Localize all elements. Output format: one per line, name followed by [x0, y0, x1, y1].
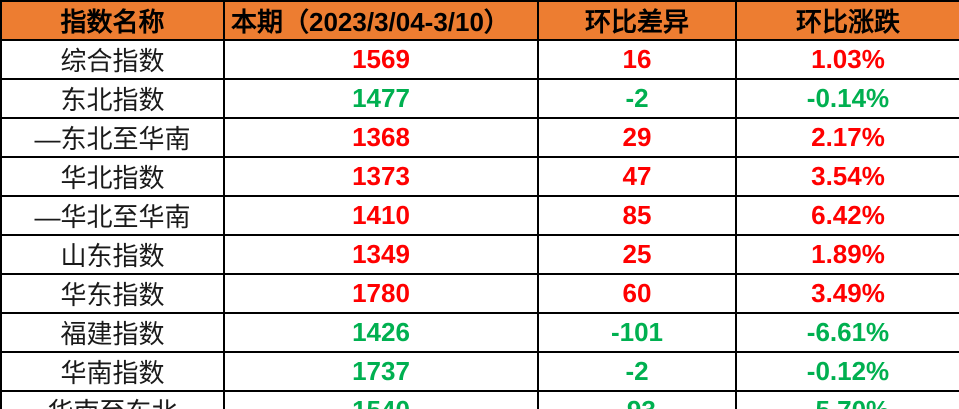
- change-value-cell: -0.12%: [735, 351, 959, 392]
- table-row: 东北指数 1477 -2 -0.14%: [0, 78, 959, 119]
- change-value-cell: -0.14%: [735, 78, 959, 119]
- index-name-cell: 东北指数: [0, 78, 225, 119]
- change-value-cell: 1.89%: [735, 234, 959, 275]
- change-value-cell: -6.61%: [735, 312, 959, 353]
- table-body: 综合指数 1569 16 1.03% 东北指数 1477 -2 -0.14% —…: [0, 39, 959, 409]
- current-value-cell: 1410: [223, 195, 539, 236]
- change-value-cell: 2.17%: [735, 117, 959, 158]
- column-header-current-period: 本期（2023/3/04-3/10）: [223, 0, 539, 41]
- change-value-cell: -5.70%: [735, 390, 959, 409]
- current-value-cell: 1368: [223, 117, 539, 158]
- diff-value-cell: 85: [537, 195, 737, 236]
- current-value-cell: 1569: [223, 39, 539, 80]
- index-name-cell: 福建指数: [0, 312, 225, 353]
- index-name-cell: 华南至东北: [0, 390, 225, 409]
- diff-value-cell: -2: [537, 78, 737, 119]
- index-name-cell: —东北至华南: [0, 117, 225, 158]
- column-header-wow-diff: 环比差异: [537, 0, 737, 41]
- current-value-cell: 1477: [223, 78, 539, 119]
- change-value-cell: 3.49%: [735, 273, 959, 314]
- table-row: 华东指数 1780 60 3.49%: [0, 273, 959, 314]
- index-name-cell: 华南指数: [0, 351, 225, 392]
- table-row: —华北至华南 1410 85 6.42%: [0, 195, 959, 236]
- current-value-cell: 1426: [223, 312, 539, 353]
- column-header-index-name: 指数名称: [0, 0, 225, 41]
- table-row: 华北指数 1373 47 3.54%: [0, 156, 959, 197]
- table-row: 福建指数 1426 -101 -6.61%: [0, 312, 959, 353]
- table-row: 华南至东北 1540 -93 -5.70%: [0, 390, 959, 409]
- change-value-cell: 6.42%: [735, 195, 959, 236]
- change-value-cell: 1.03%: [735, 39, 959, 80]
- diff-value-cell: -101: [537, 312, 737, 353]
- index-name-cell: 综合指数: [0, 39, 225, 80]
- change-value-cell: 3.54%: [735, 156, 959, 197]
- table-row: 华南指数 1737 -2 -0.12%: [0, 351, 959, 392]
- current-value-cell: 1349: [223, 234, 539, 275]
- current-value-cell: 1780: [223, 273, 539, 314]
- diff-value-cell: -93: [537, 390, 737, 409]
- index-name-cell: —华北至华南: [0, 195, 225, 236]
- index-name-cell: 华东指数: [0, 273, 225, 314]
- diff-value-cell: 29: [537, 117, 737, 158]
- index-name-cell: 华北指数: [0, 156, 225, 197]
- table-row: 山东指数 1349 25 1.89%: [0, 234, 959, 275]
- diff-value-cell: -2: [537, 351, 737, 392]
- current-value-cell: 1373: [223, 156, 539, 197]
- index-name-cell: 山东指数: [0, 234, 225, 275]
- diff-value-cell: 47: [537, 156, 737, 197]
- table-row: —东北至华南 1368 29 2.17%: [0, 117, 959, 158]
- table-row: 综合指数 1569 16 1.03%: [0, 39, 959, 80]
- diff-value-cell: 25: [537, 234, 737, 275]
- column-header-wow-change: 环比涨跌: [735, 0, 959, 41]
- current-value-cell: 1737: [223, 351, 539, 392]
- diff-value-cell: 60: [537, 273, 737, 314]
- diff-value-cell: 16: [537, 39, 737, 80]
- current-value-cell: 1540: [223, 390, 539, 409]
- header-row: 指数名称 本期（2023/3/04-3/10） 环比差异 环比涨跌: [0, 0, 959, 41]
